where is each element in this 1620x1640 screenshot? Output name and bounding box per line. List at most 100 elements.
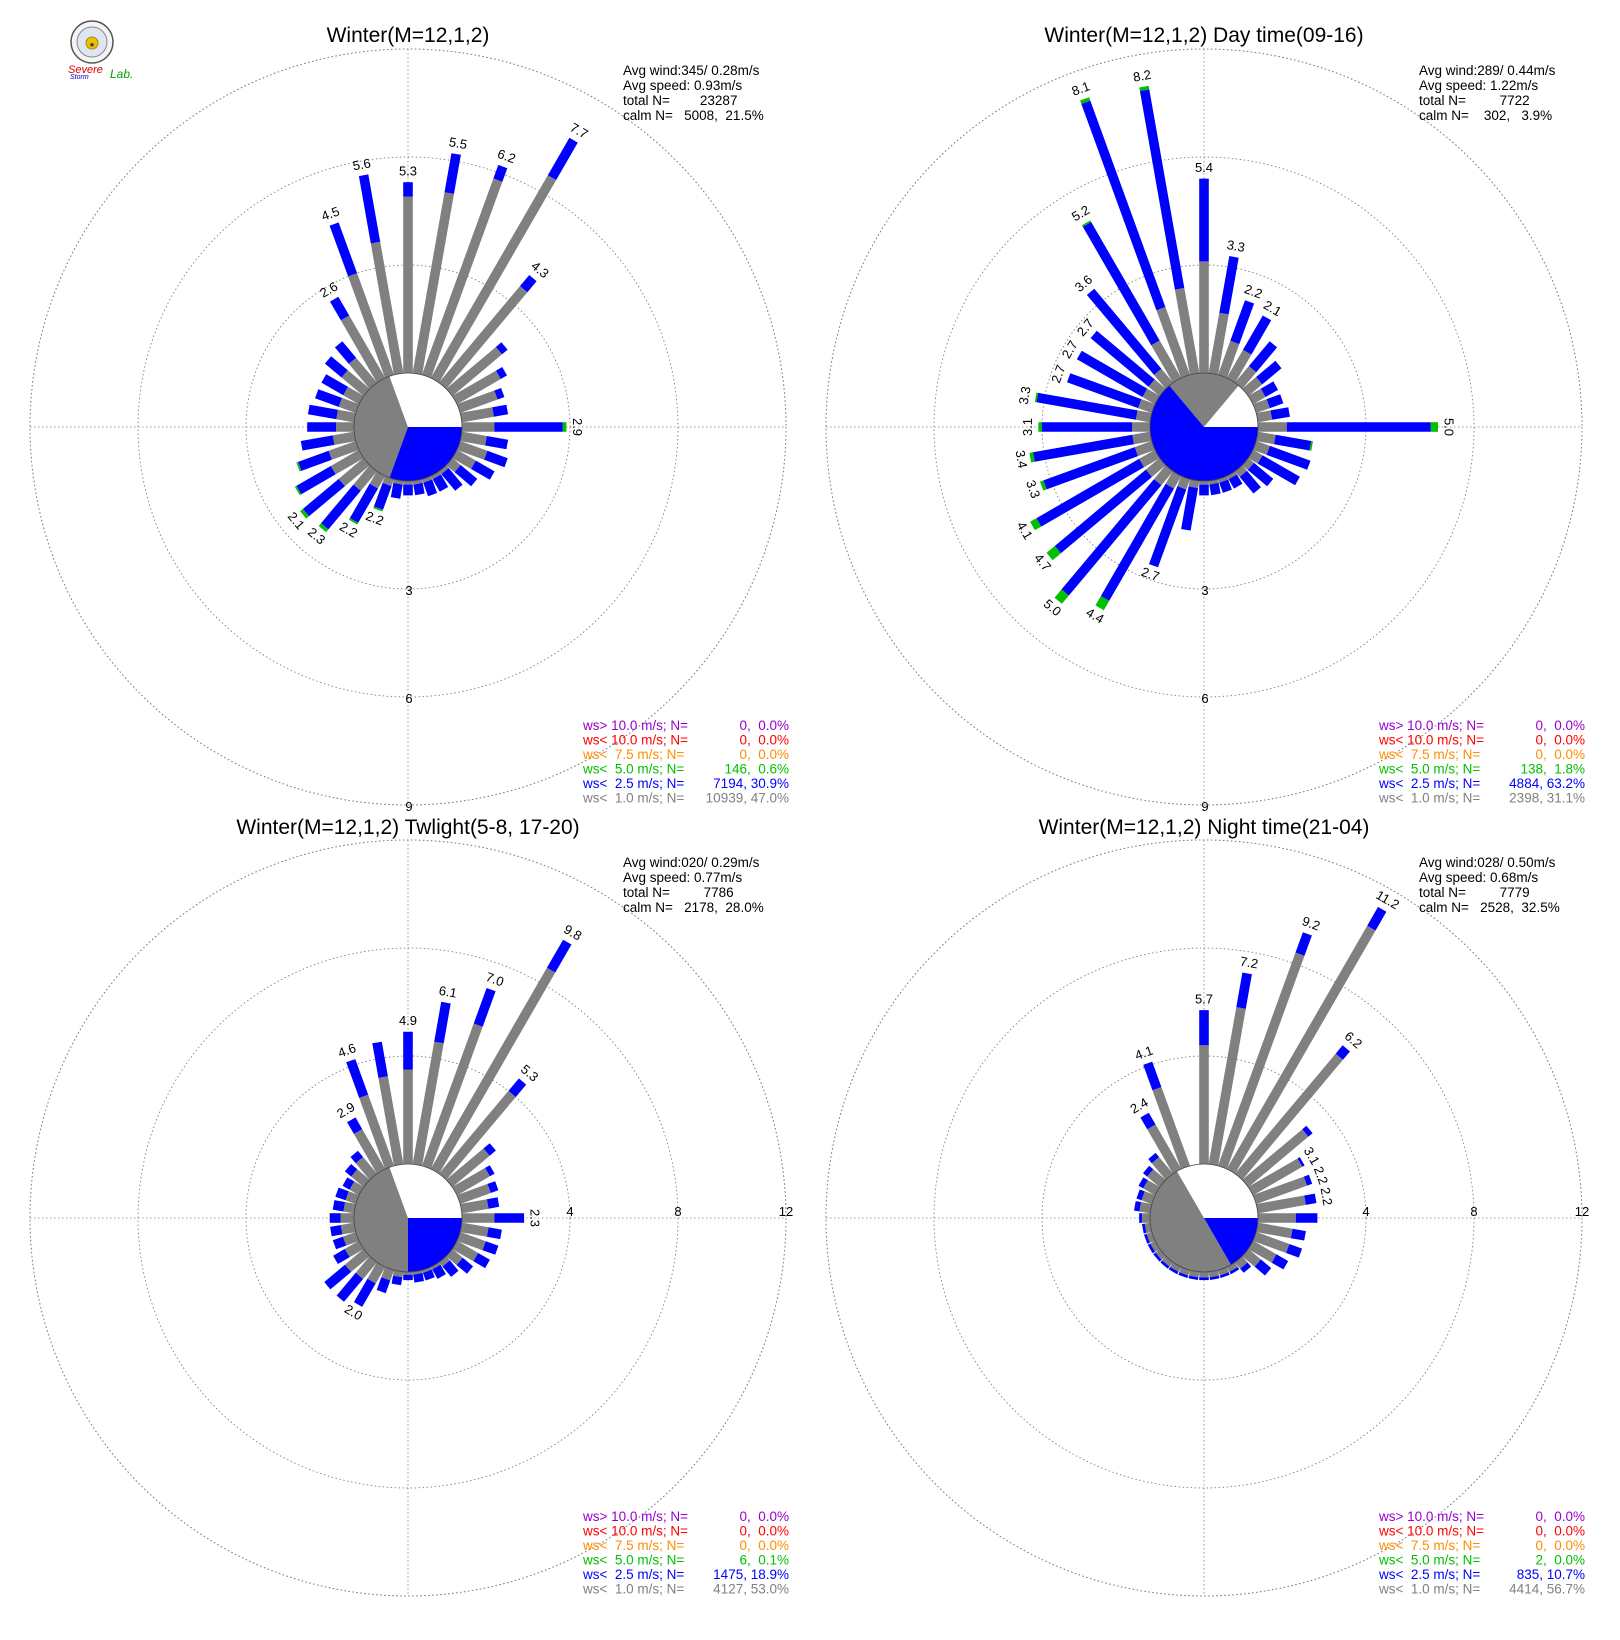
legend-label: ws< 2.5 m/s; N= bbox=[1378, 1567, 1480, 1582]
bar-segment-lt2_5 bbox=[473, 988, 496, 1027]
calm-wedge bbox=[1177, 1164, 1204, 1218]
bar-segment-lt2_5 bbox=[349, 483, 378, 523]
bar-segment-lt1 bbox=[1147, 1169, 1166, 1187]
calm-wedge bbox=[1204, 385, 1259, 427]
bar-segment-lt1 bbox=[1248, 388, 1266, 405]
bar-segment-lt2_5 bbox=[1247, 462, 1274, 487]
bar-segment-lt1 bbox=[1258, 422, 1287, 432]
bar-segment-lt2_5 bbox=[1302, 1125, 1313, 1137]
bar-segment-lt1 bbox=[1150, 1240, 1160, 1252]
bar-segment-lt1 bbox=[340, 1213, 354, 1223]
bar-segment-lt1 bbox=[430, 175, 557, 383]
bar-segment-lt1 bbox=[422, 476, 433, 483]
bar-segment-lt2_5 bbox=[1199, 1010, 1209, 1046]
bar-segment-lt2_5 bbox=[495, 342, 508, 355]
bar-value-label: 2.1 bbox=[1261, 297, 1284, 319]
bar-segment-lt2_5 bbox=[329, 1213, 341, 1223]
ring-tick-label: 6 bbox=[1201, 691, 1208, 706]
bar-segment-lt1 bbox=[328, 441, 359, 460]
legend-label: ws< 5.0 m/s; N= bbox=[582, 1553, 684, 1568]
bar-segment-lt1 bbox=[1177, 476, 1190, 490]
bar-value-label: 5.0 bbox=[1442, 418, 1457, 436]
calm-disk bbox=[353, 372, 463, 482]
bar-value-label: 5.2 bbox=[1069, 202, 1092, 224]
bar-value-label: 8.2 bbox=[1132, 67, 1152, 85]
bar-segment-lt2_5 bbox=[1160, 1260, 1170, 1269]
stat-total: total N= 7722 bbox=[1419, 93, 1530, 108]
bar-segment-lt1 bbox=[1248, 1158, 1303, 1196]
legend-count: 138, 1.8% bbox=[1513, 762, 1585, 777]
bar-segment-lt2_5 bbox=[413, 1273, 424, 1283]
stat-avg-wind: Avg wind:020/ 0.29m/s bbox=[623, 855, 760, 870]
bar-segment-lt1 bbox=[393, 1270, 404, 1278]
bar-segment-lt2_5 bbox=[1199, 484, 1209, 496]
bar-segment-lt2_5 bbox=[353, 1278, 376, 1307]
stat-avg-speed: Avg speed: 0.93m/s bbox=[623, 78, 742, 93]
ring-tick-label: 12 bbox=[1575, 1204, 1589, 1219]
calm-wedge bbox=[1149, 1171, 1231, 1273]
bar-value-label: 2.2 bbox=[1311, 1164, 1331, 1186]
ring-tick-label: 3 bbox=[405, 583, 412, 598]
legend-count: 0, 0.0% bbox=[1520, 718, 1585, 733]
bar-segment-lt1 bbox=[1253, 1176, 1308, 1204]
bar-segment-lt1 bbox=[1199, 1045, 1209, 1164]
bar-segment-lt2_5 bbox=[473, 1253, 490, 1269]
ring-tick-label: 8 bbox=[1470, 1204, 1477, 1219]
bar-segment-lt1 bbox=[1174, 287, 1200, 375]
bar-segment-lt2_5 bbox=[1209, 482, 1221, 496]
bar-segment-lt2_5 bbox=[432, 474, 449, 492]
bar-segment-lt2_5 bbox=[1243, 315, 1272, 355]
bar-segment-lt1 bbox=[1162, 1256, 1173, 1267]
bar-segment-lt1 bbox=[446, 347, 503, 396]
bar-value-label: 5.3 bbox=[399, 164, 417, 179]
bar-value-label: 6.1 bbox=[438, 983, 458, 1001]
bar-segment-lt2_5 bbox=[1134, 1201, 1141, 1212]
bar-segment-lt2_5 bbox=[330, 296, 350, 321]
bar-segment-lt1 bbox=[1253, 399, 1270, 413]
bar-segment-lt1 bbox=[460, 407, 494, 423]
bar-segment-lt2_5 bbox=[1239, 470, 1261, 494]
bar-segment-lt1 bbox=[1256, 410, 1273, 423]
legend-label: ws< 2.5 m/s; N= bbox=[1378, 776, 1480, 791]
bar-segment-lt2_5 bbox=[403, 182, 413, 197]
bar-segment-lt1 bbox=[462, 1213, 495, 1223]
bar-value-label: 4.5 bbox=[319, 203, 341, 223]
stat-total: total N= 23287 bbox=[623, 93, 737, 108]
bar-segment-lt1 bbox=[1256, 1222, 1293, 1239]
bar-segment-lt1 bbox=[1218, 476, 1229, 483]
bar-segment-lt2_5 bbox=[1297, 1157, 1305, 1167]
bar-segment-lt2_5 bbox=[483, 1143, 496, 1156]
bar-segment-lt2_5 bbox=[1229, 1267, 1240, 1275]
bar-value-label: 3.3 bbox=[1023, 478, 1043, 500]
bar-segment-lt2_5 bbox=[298, 450, 332, 471]
bar-value-label: 2.4 bbox=[1127, 1095, 1150, 1117]
bar-segment-lt2_5 bbox=[471, 460, 495, 480]
ring-tick-label: 8 bbox=[674, 1204, 681, 1219]
bar-value-label: 7.0 bbox=[484, 969, 506, 989]
ring-tick-label: 3 bbox=[1201, 583, 1208, 598]
bar-segment-lt2_5 bbox=[1067, 373, 1142, 409]
legend-label: ws> 10.0 m/s; N= bbox=[1378, 1509, 1484, 1524]
stat-avg-speed: Avg speed: 0.68m/s bbox=[1419, 870, 1538, 885]
bar-segment-lt2_5 bbox=[1303, 1174, 1313, 1186]
bar-segment-lt2_5 bbox=[1061, 479, 1162, 596]
bar-segment-lt1 bbox=[403, 1272, 413, 1275]
bar-segment-lt2_5 bbox=[1274, 434, 1312, 451]
bar-segment-lt1 bbox=[439, 286, 528, 389]
bar-segment-lt2_5 bbox=[1142, 1223, 1147, 1234]
stat-calm: calm N= 2528, 32.5% bbox=[1419, 900, 1560, 915]
bar-segment-lt1 bbox=[1156, 307, 1190, 378]
bar-segment-lt2_5 bbox=[1148, 1152, 1160, 1164]
ring-tick-label: 4 bbox=[566, 1204, 573, 1219]
bar-segment-lt2_5 bbox=[1144, 1233, 1150, 1244]
bar-segment-lt1 bbox=[1143, 1180, 1160, 1196]
bar-segment-lt2_5 bbox=[1230, 300, 1255, 345]
chart-title: Winter(M=12,1,2) Day time(09-16) bbox=[1044, 24, 1363, 47]
bar-segment-lt2_5 bbox=[1260, 381, 1279, 397]
legend-count: 0, 0.0% bbox=[724, 1509, 789, 1524]
legend-label: ws< 10.0 m/s; N= bbox=[582, 733, 688, 748]
bar-segment-lt1 bbox=[457, 390, 498, 413]
bar-segment-lt1 bbox=[1235, 1256, 1248, 1269]
bar-segment-lt1 bbox=[1208, 1007, 1246, 1166]
bar-segment-lt1 bbox=[340, 1222, 356, 1235]
